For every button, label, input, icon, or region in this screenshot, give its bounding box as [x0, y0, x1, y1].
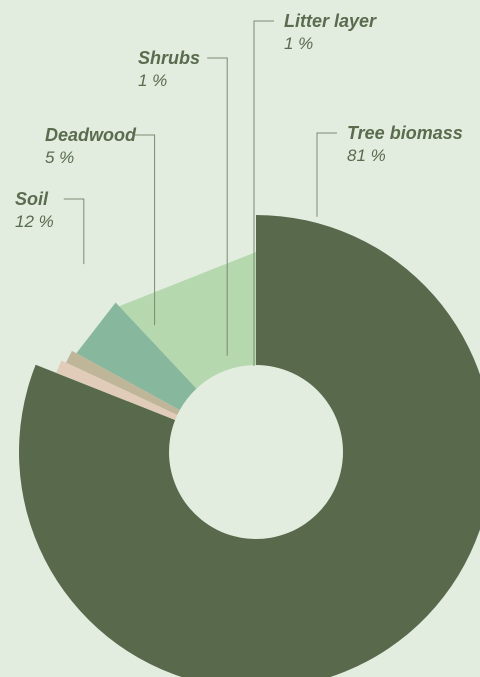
value-litter-layer: 1 % — [284, 34, 313, 53]
value-tree-biomass: 81 % — [347, 146, 386, 165]
slice-tree-biomass — [19, 215, 480, 677]
leader-line-deadwood — [134, 134, 156, 326]
label-soil: Soil — [15, 189, 49, 209]
slice-litter-layer — [56, 360, 178, 420]
leader-line-tree-biomass — [316, 132, 337, 217]
label-tree-biomass: Tree biomass — [347, 123, 463, 143]
leader-line-litter-layer — [253, 20, 274, 366]
value-soil: 12 % — [15, 212, 54, 231]
leader-line-shrubs — [207, 57, 228, 356]
label-deadwood: Deadwood — [45, 125, 137, 145]
value-shrubs: 1 % — [138, 71, 167, 90]
leader-line-soil — [63, 198, 85, 265]
slice-shrubs — [65, 350, 180, 415]
label-shrubs: Shrubs — [138, 48, 200, 68]
value-deadwood: 5 % — [45, 148, 74, 167]
slice-deadwood — [76, 302, 197, 411]
label-litter-layer: Litter layer — [284, 11, 377, 31]
slice-soil — [119, 252, 256, 389]
